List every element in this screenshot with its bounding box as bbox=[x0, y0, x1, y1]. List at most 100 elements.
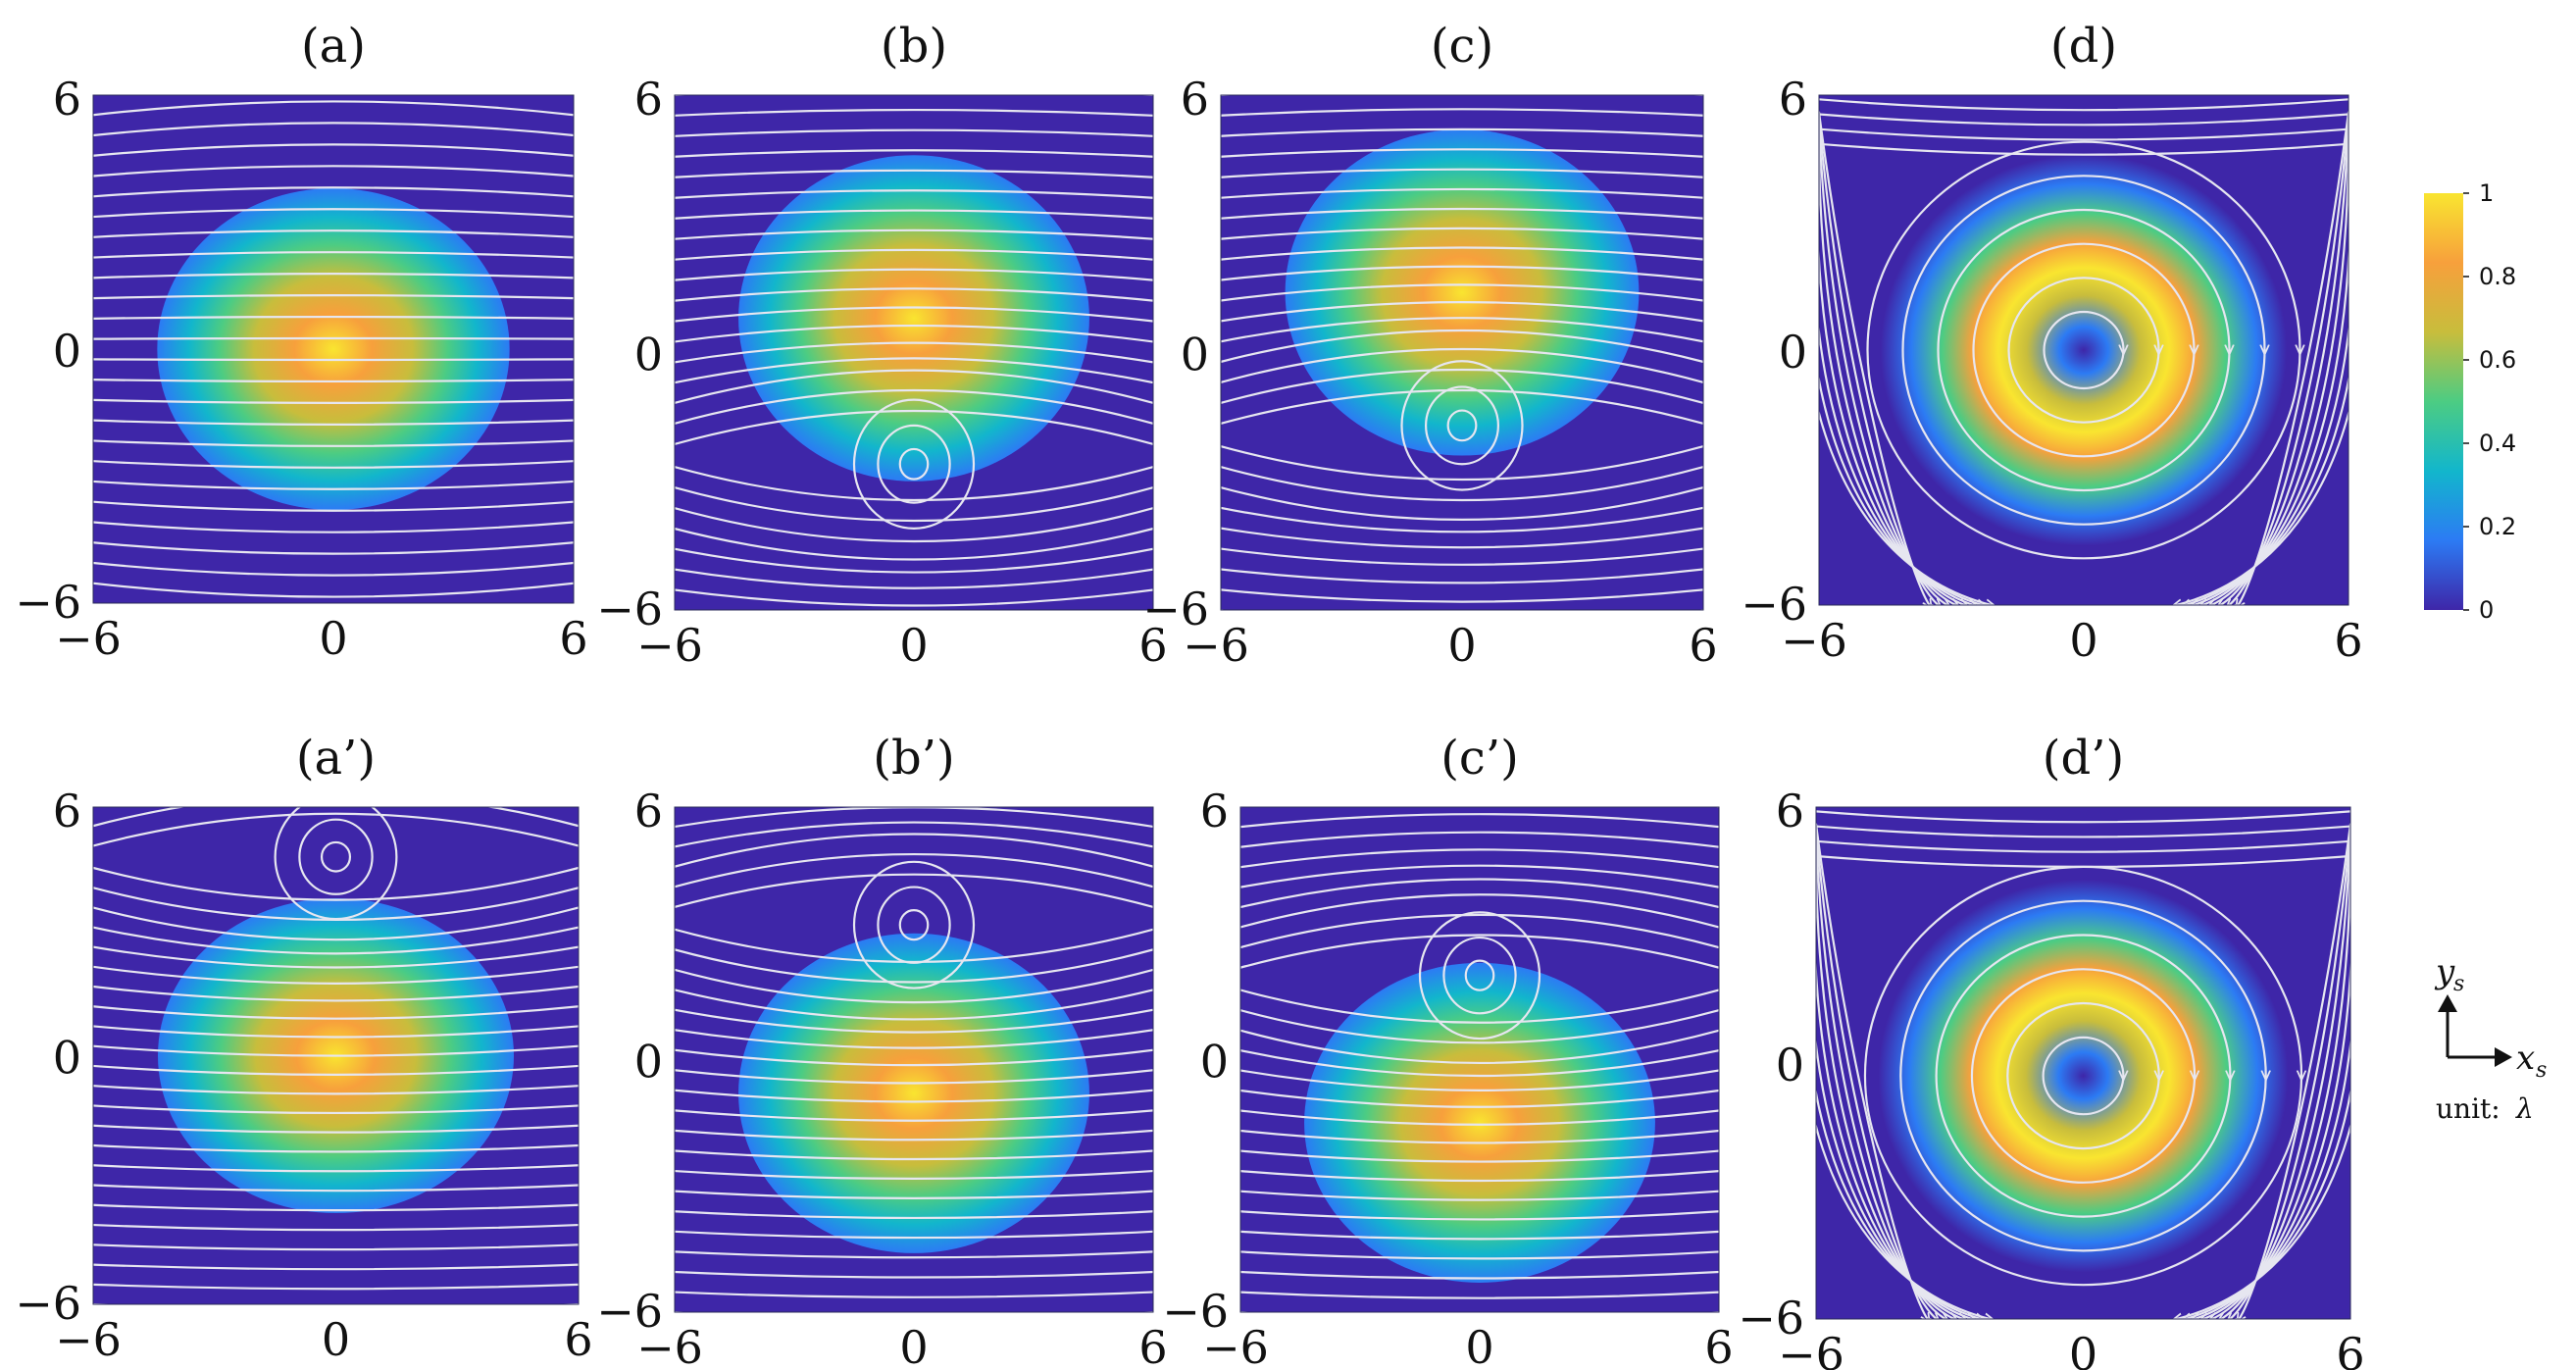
x-tick-label: 6 bbox=[564, 1313, 592, 1366]
intensity-spot bbox=[1304, 962, 1655, 1283]
streamline bbox=[675, 409, 1153, 446]
streamline bbox=[2230, 827, 2350, 1319]
panel: (d) −6 0 6 6 0 −6 bbox=[1741, 19, 2362, 667]
streamline bbox=[93, 336, 574, 340]
intensity-spot bbox=[738, 933, 1089, 1253]
streamline bbox=[675, 506, 1153, 543]
streamline bbox=[675, 248, 1153, 261]
x-tick-label: 6 bbox=[2334, 614, 2362, 667]
streamline bbox=[1221, 388, 1703, 426]
streamlines bbox=[1816, 810, 2350, 1319]
streamline bbox=[675, 1129, 1153, 1142]
streamline bbox=[93, 1223, 579, 1232]
streamline bbox=[675, 287, 1153, 302]
streamline bbox=[1240, 878, 1719, 909]
y-tick-label: 6 bbox=[634, 73, 663, 126]
streamline bbox=[675, 873, 1153, 909]
streamline bbox=[1221, 368, 1703, 405]
streamline bbox=[2177, 140, 2349, 605]
streamline bbox=[93, 1283, 579, 1291]
panel-label: (d’) bbox=[2043, 731, 2124, 786]
streamline bbox=[93, 273, 574, 279]
streamline bbox=[675, 853, 1153, 888]
streamline bbox=[675, 1230, 1153, 1240]
streamline bbox=[675, 485, 1153, 523]
streamline bbox=[93, 561, 574, 577]
y-tick-label: 6 bbox=[53, 785, 81, 837]
streamline bbox=[675, 807, 1153, 808]
x-tick-label: 0 bbox=[899, 1321, 928, 1370]
streamline bbox=[675, 527, 1153, 561]
streamline bbox=[93, 1005, 579, 1020]
streamline bbox=[675, 1008, 1153, 1034]
panel-label: (c) bbox=[1431, 19, 1493, 74]
streamline bbox=[675, 209, 1153, 220]
streamline bbox=[1240, 1069, 1719, 1091]
streamline-loop bbox=[1863, 864, 2301, 1288]
streamline bbox=[93, 965, 579, 985]
intensity-ring bbox=[1878, 879, 2289, 1273]
streamline bbox=[675, 341, 1153, 364]
streamline bbox=[675, 149, 1153, 158]
x-tick-label: 0 bbox=[899, 619, 928, 672]
streamline bbox=[675, 189, 1153, 199]
x-tick-label: 0 bbox=[2069, 614, 2097, 667]
vortex-loop bbox=[1446, 409, 1478, 442]
streamline bbox=[93, 1025, 579, 1039]
streamline bbox=[675, 306, 1153, 323]
streamline bbox=[93, 812, 579, 847]
panel-frame bbox=[674, 806, 1154, 1313]
vortex-loop bbox=[320, 840, 352, 873]
y-tick-label: 0 bbox=[634, 329, 663, 381]
x-tick-label: 0 bbox=[2069, 1328, 2097, 1370]
x-tick-label: 0 bbox=[322, 1313, 350, 1366]
streamline bbox=[1819, 119, 1947, 605]
streamline bbox=[1240, 1109, 1719, 1126]
panel-label: (b) bbox=[881, 19, 947, 74]
streamline bbox=[1221, 246, 1703, 261]
streamline bbox=[1240, 1270, 1719, 1280]
colorbar-tick-label: 0.4 bbox=[2479, 430, 2516, 457]
streamline bbox=[675, 169, 1153, 178]
streamline bbox=[93, 807, 579, 828]
streamline bbox=[93, 1085, 579, 1095]
streamlines bbox=[1819, 98, 2349, 605]
streamline bbox=[1240, 864, 1719, 888]
streamline bbox=[675, 1169, 1153, 1180]
streamline bbox=[93, 1044, 579, 1057]
streamline bbox=[1221, 95, 1703, 96]
streamline bbox=[675, 1109, 1153, 1122]
streamlines bbox=[93, 807, 579, 1304]
vortex-loop bbox=[898, 447, 930, 481]
streamline-loop bbox=[1866, 140, 2300, 560]
panel: (c’) −6 0 6 6 0 −6 bbox=[1162, 731, 1733, 1370]
streamline bbox=[1221, 148, 1703, 158]
streamline bbox=[93, 95, 574, 96]
streamline bbox=[93, 208, 574, 219]
streamline bbox=[1240, 1129, 1719, 1144]
streamline bbox=[675, 1210, 1153, 1220]
streamline bbox=[1816, 839, 2350, 853]
streamlines bbox=[1221, 95, 1703, 610]
streamline bbox=[675, 588, 1153, 607]
streamline bbox=[93, 1243, 579, 1251]
streamline bbox=[93, 398, 574, 405]
streamline bbox=[1221, 207, 1703, 220]
y-tick-label: −6 bbox=[1162, 1285, 1229, 1338]
streamline bbox=[1221, 265, 1703, 281]
streamline-loop bbox=[1901, 175, 2265, 526]
y-tick-label: −6 bbox=[1142, 583, 1209, 635]
x-tick-label: 6 bbox=[1704, 1321, 1733, 1370]
streamline-loop bbox=[2006, 1001, 2158, 1150]
y-tick-label: 0 bbox=[53, 325, 81, 378]
x-tick-label: −6 bbox=[1183, 619, 1249, 672]
y-tick-label: −6 bbox=[15, 1277, 81, 1330]
streamline bbox=[1240, 913, 1719, 949]
streamline bbox=[1221, 329, 1703, 364]
y-tick-label: −6 bbox=[15, 576, 81, 629]
panel-label: (b’) bbox=[873, 731, 954, 786]
vortex-loop bbox=[298, 818, 374, 895]
streamline bbox=[1240, 1029, 1719, 1064]
streamline-loop bbox=[1970, 967, 2195, 1185]
streamline bbox=[93, 866, 579, 901]
